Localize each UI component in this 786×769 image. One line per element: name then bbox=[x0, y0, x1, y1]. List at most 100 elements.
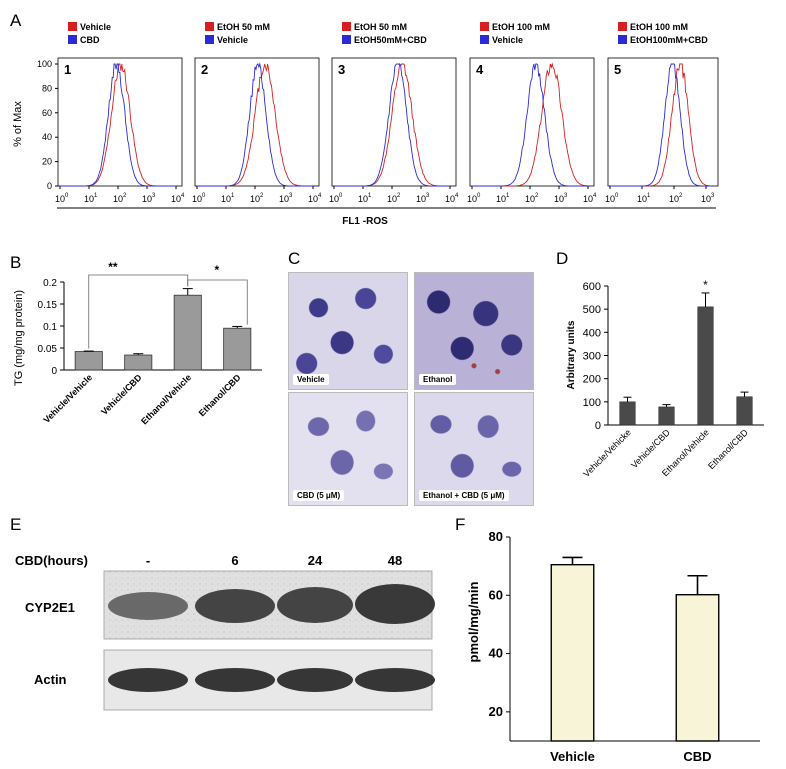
subplot-frame bbox=[194, 57, 320, 187]
significance-bracket bbox=[187, 279, 248, 325]
legend-swatch-red bbox=[480, 22, 489, 31]
panel-e-header-label: CBD(hours) bbox=[15, 553, 88, 568]
panel-f-chart: 20 40 60 80 Vehicle CBD bbox=[489, 529, 760, 764]
y-tick-label: 0 bbox=[51, 366, 57, 377]
x-tick-exponent: 3 bbox=[289, 193, 293, 199]
micrograph-label-cbd: CBD (5 μM) bbox=[293, 490, 345, 501]
x-tick-label: 10 bbox=[701, 194, 711, 204]
x-tick-exponent: 1 bbox=[506, 193, 510, 199]
subplot-number: 5 bbox=[614, 62, 621, 77]
micrograph-ethanol-cbd: Ethanol + CBD (5 μM) bbox=[414, 392, 534, 506]
x-tick-exponent: 3 bbox=[426, 193, 430, 199]
y-tick-label: 20 bbox=[489, 704, 503, 719]
x-tick-exponent: 4 bbox=[181, 193, 185, 199]
legend-label: EtOH100mM+CBD bbox=[630, 35, 708, 45]
subplot-frame bbox=[469, 57, 595, 187]
x-tick-exponent: 0 bbox=[65, 193, 69, 199]
blot-band bbox=[355, 668, 435, 692]
bar-ethanol-cbd bbox=[736, 396, 753, 426]
legend-swatch-blue bbox=[342, 35, 351, 44]
x-tick-exponent: 2 bbox=[260, 193, 264, 199]
blot-band bbox=[195, 589, 275, 623]
panel-a-xlabel: FL1 -ROS bbox=[342, 216, 388, 227]
micrograph-label-ethanol: Ethanol bbox=[419, 374, 457, 385]
y-tick-label: 0 bbox=[595, 420, 601, 432]
subplot-number: 3 bbox=[338, 62, 345, 77]
category-label: Vehicle bbox=[550, 749, 595, 764]
panel-letter-b: B bbox=[10, 253, 21, 272]
x-tick-exponent: 2 bbox=[679, 193, 683, 199]
panel-letter-a: A bbox=[10, 11, 22, 30]
panel-letter-d: D bbox=[556, 249, 568, 268]
x-tick-exponent: 2 bbox=[397, 193, 401, 199]
y-tick-label: 400 bbox=[583, 327, 601, 339]
significance-bracket bbox=[88, 274, 189, 349]
legend-swatch-blue bbox=[205, 35, 214, 44]
y-tick-label: 0.05 bbox=[38, 344, 58, 355]
western-blot-actin bbox=[103, 649, 435, 711]
legend-label: EtOH 100 mM bbox=[630, 22, 688, 32]
x-tick-exponent: 4 bbox=[593, 193, 597, 199]
histogram-curve-red bbox=[472, 62, 589, 187]
panel-d-chart: 0 100 200 300 400 500 600 Vehicle/VehickeVehicl… bbox=[581, 278, 764, 479]
histogram-curve-red bbox=[334, 62, 450, 187]
micrograph-ethanol: Ethanol bbox=[414, 272, 534, 390]
histogram-curve-blue bbox=[472, 63, 588, 187]
x-tick-label: 10 bbox=[496, 194, 506, 204]
subplot-frame bbox=[331, 57, 457, 187]
x-tick-label: 10 bbox=[329, 194, 339, 204]
bar-vehicle-vehicke bbox=[619, 401, 636, 426]
histogram-curve-blue bbox=[60, 63, 176, 187]
panel-e-row-actin: Actin bbox=[34, 672, 67, 687]
x-tick-label: 10 bbox=[525, 194, 535, 204]
category-label: Ethanol/Vehicle bbox=[139, 372, 193, 426]
y-tick-label: 100 bbox=[583, 397, 601, 409]
legend-swatch-red bbox=[205, 22, 214, 31]
bar-vehicle-cbd bbox=[124, 354, 153, 371]
histogram-curve-red bbox=[60, 63, 176, 187]
blot-band bbox=[108, 668, 188, 692]
subplot-number: 4 bbox=[476, 62, 484, 77]
y-tick-label: 80 bbox=[42, 83, 52, 93]
legend-swatch-blue bbox=[618, 35, 627, 44]
x-tick-exponent: 1 bbox=[94, 193, 98, 199]
western-blot-cyp2e1 bbox=[103, 570, 435, 640]
y-tick-label: 20 bbox=[42, 157, 52, 167]
y-tick-label: 80 bbox=[489, 529, 503, 544]
x-tick-label: 10 bbox=[113, 194, 123, 204]
legend-swatch-blue bbox=[68, 35, 77, 44]
y-tick-label: 500 bbox=[583, 304, 601, 316]
bar-vehicle bbox=[550, 563, 595, 742]
x-tick-exponent: 1 bbox=[368, 193, 372, 199]
micrograph-vehicle: Vehicle bbox=[288, 272, 408, 390]
panel-a-ylabel: % of Max bbox=[12, 101, 24, 147]
y-tick-label: 100 bbox=[37, 59, 52, 69]
x-tick-exponent: 3 bbox=[711, 193, 715, 199]
subplot-number: 1 bbox=[64, 62, 71, 77]
legend-label: EtOH 50 mM bbox=[354, 22, 407, 32]
x-tick-exponent: 0 bbox=[615, 193, 619, 199]
blot-band bbox=[195, 668, 275, 692]
panel-e-col-3: 24 bbox=[308, 553, 323, 568]
category-label: Vehicle/Vehicke bbox=[581, 427, 633, 479]
bar-ethanol-cbd bbox=[223, 327, 252, 371]
y-tick-label: 0.15 bbox=[38, 300, 58, 311]
x-tick-exponent: 1 bbox=[647, 193, 651, 199]
legend-label: EtOH 100 mM bbox=[492, 22, 550, 32]
histogram-curve-blue bbox=[610, 63, 712, 187]
blot-band bbox=[277, 668, 353, 692]
x-tick-exponent: 0 bbox=[477, 193, 481, 199]
x-tick-label: 10 bbox=[637, 194, 647, 204]
legend-label: Vehicle bbox=[492, 35, 523, 45]
x-tick-label: 10 bbox=[142, 194, 152, 204]
subplot-frame bbox=[607, 57, 719, 187]
x-tick-exponent: 2 bbox=[123, 193, 127, 199]
panel-b-ylabel: TG (mg/mg protein) bbox=[13, 290, 25, 386]
significance-marker: * bbox=[703, 278, 708, 292]
bar-cbd bbox=[675, 594, 720, 742]
x-tick-label: 10 bbox=[221, 194, 231, 204]
histogram-curve-blue bbox=[334, 63, 450, 187]
